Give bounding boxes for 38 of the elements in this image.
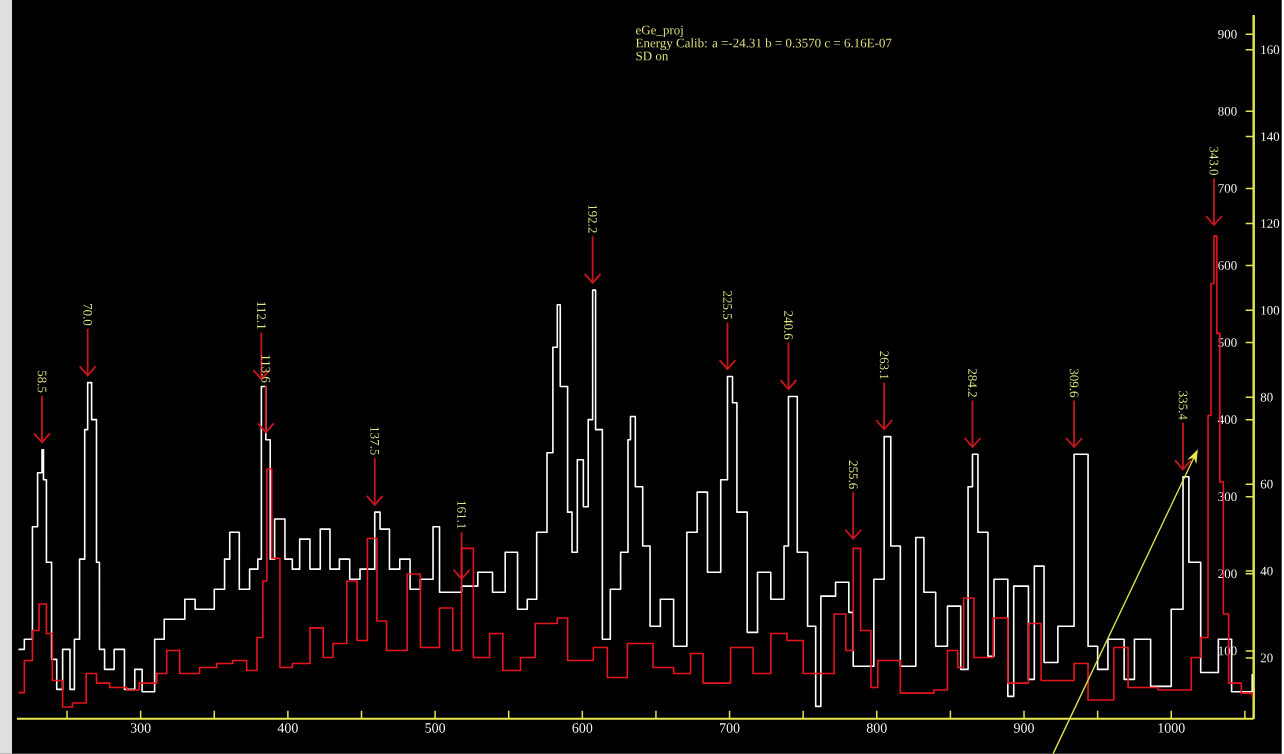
y2-tick-label: 160	[1261, 45, 1280, 54]
y2-tick-label: 40	[1260, 566, 1273, 576]
y2-tick-label: 80	[1260, 392, 1273, 402]
annotation: 113.6	[261, 355, 271, 383]
x-tick-label: 600	[572, 723, 593, 733]
annotation: 137.5	[370, 427, 380, 455]
text: Energy Calib: a =-24.31 b = 0.3570 c = 6.16E-07	[635, 38, 892, 50]
annotation: SD on	[636, 51, 669, 61]
annotation: 284.2	[968, 368, 977, 397]
y-tick-label: 600	[1218, 260, 1237, 270]
y2-tick-label: 60	[1260, 479, 1273, 489]
y2-tick-label: 120	[1261, 218, 1280, 228]
annotation: 58.5	[37, 370, 47, 393]
y2-tick-label: 100	[1261, 305, 1280, 315]
x-tick-label: 700	[720, 723, 740, 733]
annotation: 161.1	[457, 501, 466, 529]
x-tick-label: 300	[130, 723, 151, 733]
y-tick-label: 800	[1218, 106, 1237, 116]
annotation: 70.0	[83, 303, 93, 326]
annotation: 112.1	[256, 301, 266, 329]
text: eGe_proj	[636, 25, 683, 37]
x-tick-label: 900	[1013, 723, 1034, 733]
x-tick-label: 1000	[1158, 723, 1185, 733]
annotation: 255.6	[848, 460, 858, 489]
x-tick-label: 400	[277, 723, 298, 733]
y-tick-label: 700	[1218, 183, 1237, 193]
annotation: 309.6	[1069, 368, 1079, 397]
annotation: 240.6	[784, 310, 793, 340]
annotation: 192.2	[588, 205, 598, 233]
y2-tick-label: 20	[1260, 653, 1273, 663]
annotation: 335.4	[1178, 391, 1188, 420]
annotation: 225.5	[723, 290, 732, 320]
annotation: 343.0	[1209, 146, 1219, 175]
annotation: 263.1	[879, 351, 889, 379]
x-tick-label: 800	[866, 723, 887, 733]
y-tick-label: 900	[1218, 29, 1237, 39]
x-tick-label: 500	[425, 723, 446, 733]
y2-tick-label: 140	[1261, 132, 1280, 141]
